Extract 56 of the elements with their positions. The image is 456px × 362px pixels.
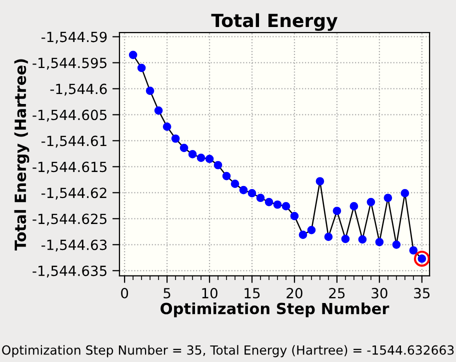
point bbox=[248, 189, 256, 198]
point bbox=[358, 235, 367, 244]
x-tick-label: 5 bbox=[164, 288, 170, 298]
point bbox=[162, 122, 172, 131]
chart-title: Total Energy bbox=[211, 13, 338, 31]
y-axis-title: Total Energy (Hartree) bbox=[14, 59, 30, 250]
point bbox=[409, 246, 418, 255]
y-tick-label: -1,544.61 bbox=[41, 136, 106, 148]
point bbox=[230, 180, 240, 188]
y-tick-label: -1,544.615 bbox=[32, 162, 106, 174]
point bbox=[290, 212, 299, 220]
point bbox=[384, 194, 392, 202]
point bbox=[282, 202, 290, 210]
point bbox=[298, 230, 308, 239]
x-tick-label: 35 bbox=[414, 288, 430, 298]
point bbox=[400, 189, 410, 198]
x-tick-label: 15 bbox=[244, 288, 260, 298]
point bbox=[341, 234, 350, 244]
x-tick-label: 25 bbox=[329, 288, 345, 298]
point bbox=[273, 200, 282, 209]
y-tick-label: -1,544.59 bbox=[41, 32, 107, 44]
point bbox=[214, 160, 222, 170]
x-tick-label: 20 bbox=[286, 288, 302, 298]
y-tick-label: -1,544.595 bbox=[32, 58, 106, 70]
point bbox=[332, 206, 342, 216]
point bbox=[375, 238, 384, 246]
point bbox=[128, 50, 138, 60]
y-tick-label: -1,544.605 bbox=[32, 110, 106, 122]
x-tick-label: 0 bbox=[121, 288, 128, 298]
point bbox=[180, 144, 188, 152]
y-tick-label: -1,544.635 bbox=[32, 266, 106, 278]
point bbox=[196, 154, 206, 162]
point bbox=[188, 150, 197, 158]
point bbox=[392, 240, 401, 249]
text: Optimization Step Number = 35, Total Energy (Hartree) = -1544.632663 bbox=[2, 345, 454, 358]
point bbox=[146, 86, 154, 95]
y-tick-label: -1,544.625 bbox=[32, 214, 106, 226]
point bbox=[205, 154, 214, 164]
y-tick-label: -1,544.63 bbox=[41, 240, 107, 252]
point bbox=[256, 194, 265, 202]
point bbox=[366, 198, 376, 206]
point bbox=[324, 232, 333, 242]
point bbox=[307, 226, 316, 234]
y-tick-label: -1,544.62 bbox=[41, 188, 106, 200]
x-axis-title: Optimization Step Number bbox=[160, 302, 390, 318]
point bbox=[239, 186, 248, 194]
point bbox=[264, 198, 274, 206]
point bbox=[137, 64, 146, 72]
point bbox=[154, 106, 163, 115]
point bbox=[316, 177, 324, 186]
point bbox=[350, 202, 358, 210]
point bbox=[171, 134, 180, 143]
x-tick-label: 30 bbox=[372, 288, 388, 298]
y-tick-label: -1,544.6 bbox=[50, 84, 107, 96]
x-tick-label: 10 bbox=[202, 288, 218, 298]
point bbox=[222, 172, 231, 180]
